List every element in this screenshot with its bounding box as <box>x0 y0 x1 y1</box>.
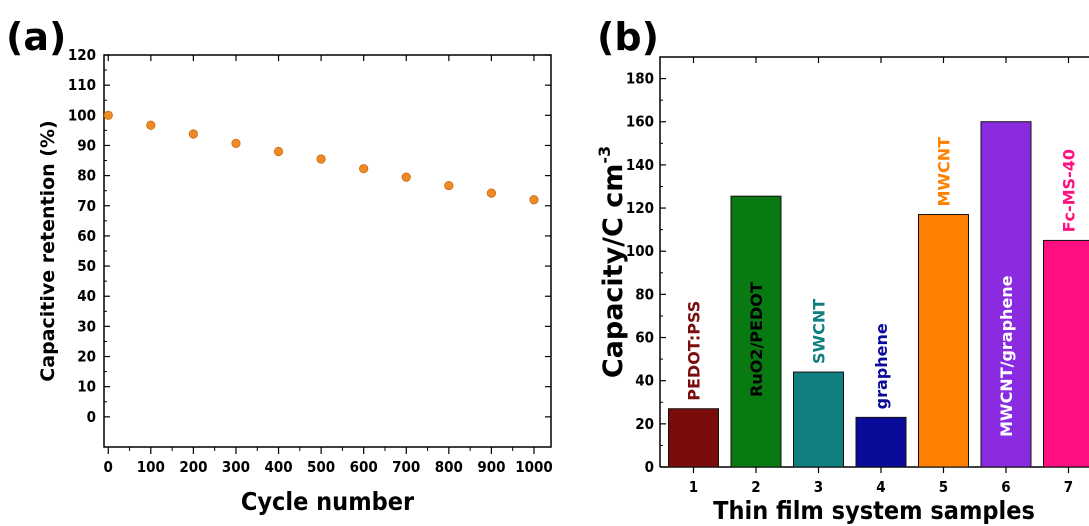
panel-b: (b) 0 20 40 60 80 100 120 140 160 180 1 PEDOT:PSS 2 Ru… <box>595 15 1089 525</box>
y-tick-label: 120 <box>68 46 96 64</box>
x-tick-label: 7 <box>1064 478 1073 496</box>
bar <box>793 371 844 468</box>
data-point <box>359 164 369 174</box>
y-tick-label: 20 <box>635 415 654 433</box>
x-tick-label: 700 <box>392 458 420 476</box>
y-tick-label: 70 <box>77 197 96 215</box>
data-point <box>146 120 156 130</box>
x-tick-label: 1000 <box>515 458 553 476</box>
y-tick-label: 120 <box>626 199 654 217</box>
y-tick-label: 40 <box>635 372 654 390</box>
bar <box>918 214 969 468</box>
y-tick-label: 90 <box>77 136 96 154</box>
bar <box>668 408 719 468</box>
y-tick-label: 50 <box>77 257 96 275</box>
bar-label: graphene <box>872 323 891 409</box>
x-tick-label: 4 <box>876 478 885 496</box>
panel-label-b: (b) <box>597 15 659 59</box>
bar-label: SWCNT <box>810 299 829 364</box>
bar-label: MWCNT/graphene <box>997 275 1016 437</box>
x-axis-title-b: Thin film system samples <box>713 496 1035 525</box>
y-tick-label: 100 <box>68 106 96 124</box>
y-tick-label: 0 <box>645 458 654 476</box>
y-tick-label: 20 <box>77 348 96 366</box>
x-tick-label: 800 <box>435 458 463 476</box>
bar <box>1043 239 1089 468</box>
y-tick-label: 30 <box>77 317 96 335</box>
x-tick-label: 600 <box>350 458 378 476</box>
data-point <box>529 195 539 205</box>
bar <box>855 416 907 468</box>
y-tick-label: 110 <box>68 76 96 94</box>
x-tick-label: 300 <box>222 458 250 476</box>
y-tick-label: 100 <box>626 242 654 260</box>
y-tick-label: 80 <box>77 167 96 185</box>
data-point <box>188 129 198 139</box>
x-tick-label: 900 <box>477 458 505 476</box>
x-axis-title-a: Cycle number <box>241 487 415 516</box>
bar <box>980 121 1032 468</box>
y-tick-label: 10 <box>77 378 96 396</box>
y-tick-label: 40 <box>77 287 96 305</box>
plot-frame-a <box>103 54 552 448</box>
panel-a: (a) 0 10 20 30 40 50 60 70 80 90 100 110 120 0 100 200 30… <box>6 15 553 516</box>
y-axis-title-main: Capacity/C cm <box>598 164 629 379</box>
bar <box>730 195 782 468</box>
x-tick-label: 1 <box>689 478 698 496</box>
y-tick-label: 180 <box>626 70 654 88</box>
data-point <box>231 138 241 148</box>
y-tick-label: 60 <box>635 329 654 347</box>
y-axis-title-a: Capacitive retention (%) <box>37 120 59 381</box>
bar-label: PEDOT:PSS <box>685 301 704 401</box>
data-point <box>486 188 496 198</box>
x-tick-label: 500 <box>307 458 335 476</box>
x-tick-label: 3 <box>814 478 823 496</box>
y-tick-label: 140 <box>626 156 654 174</box>
x-tick-label: 6 <box>1001 478 1010 496</box>
x-tick-label: 100 <box>137 458 165 476</box>
bar-label: RuO2/PEDOT <box>747 282 766 397</box>
x-tick-label: 0 <box>104 458 113 476</box>
bar-label: Fc-MS-40 <box>1060 149 1079 232</box>
bar-label: MWCNT <box>935 137 954 207</box>
y-tick-label: 60 <box>77 227 96 245</box>
y-tick-label: 80 <box>635 285 654 303</box>
x-tick-label: 5 <box>939 478 948 496</box>
data-point <box>273 146 284 157</box>
data-point <box>316 154 326 164</box>
y-axis-title-superscript: -3 <box>595 146 614 164</box>
x-tick-label: 2 <box>751 478 760 496</box>
panel-label-a: (a) <box>6 15 66 59</box>
x-tick-label: 400 <box>264 458 292 476</box>
data-point <box>444 180 454 191</box>
y-tick-label: 160 <box>626 113 654 131</box>
x-tick-label: 200 <box>179 458 207 476</box>
y-axis-title-b: Capacity/C cm-3 <box>595 146 629 378</box>
y-tick-label: 0 <box>87 408 96 426</box>
data-point <box>401 172 411 182</box>
data-point <box>103 110 113 120</box>
